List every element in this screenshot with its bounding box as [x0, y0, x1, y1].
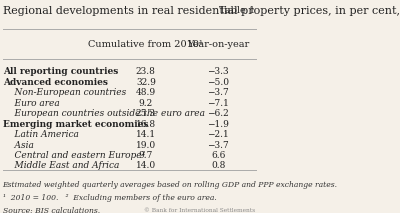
- Text: Source: BIS calculations.: Source: BIS calculations.: [2, 207, 100, 213]
- Text: −2.1: −2.1: [207, 130, 229, 139]
- Text: Advanced economies: Advanced economies: [2, 78, 108, 87]
- Text: −3.7: −3.7: [207, 141, 229, 150]
- Text: Emerging market economies: Emerging market economies: [2, 119, 148, 129]
- Text: 9.2: 9.2: [139, 99, 153, 108]
- Text: 9.7: 9.7: [139, 151, 153, 160]
- Text: All reporting countries: All reporting countries: [2, 67, 118, 76]
- Text: 23.8: 23.8: [136, 67, 156, 76]
- Text: 25.3: 25.3: [136, 109, 156, 118]
- Text: 14.1: 14.1: [136, 130, 156, 139]
- Text: European countries outside the euro area: European countries outside the euro area: [2, 109, 204, 118]
- Text: Regional developments in real residential property prices, in per cent, Q1 2023: Regional developments in real residentia…: [2, 6, 400, 16]
- Text: 0.8: 0.8: [211, 161, 225, 170]
- Text: −6.2: −6.2: [207, 109, 229, 118]
- Text: −3.3: −3.3: [207, 67, 229, 76]
- Text: Estimated weighted quarterly averages based on rolling GDP and PPP exchange rate: Estimated weighted quarterly averages ba…: [2, 181, 338, 189]
- Text: Cumulative from 2010¹: Cumulative from 2010¹: [88, 40, 203, 49]
- Text: Non-European countries: Non-European countries: [2, 88, 126, 97]
- Text: −1.9: −1.9: [207, 119, 229, 129]
- Text: 16.8: 16.8: [136, 119, 156, 129]
- Text: Latin America: Latin America: [2, 130, 78, 139]
- Text: 14.0: 14.0: [136, 161, 156, 170]
- Text: −7.1: −7.1: [207, 99, 229, 108]
- Text: Year-on-year: Year-on-year: [187, 40, 249, 49]
- Text: Central and eastern Europe²: Central and eastern Europe²: [2, 151, 145, 160]
- Text: Asia: Asia: [2, 141, 34, 150]
- Text: ¹  2010 = 100.   ²  Excluding members of the euro area.: ¹ 2010 = 100. ² Excluding members of the…: [2, 194, 216, 202]
- Text: Table 1: Table 1: [220, 6, 256, 15]
- Text: Middle East and Africa: Middle East and Africa: [2, 161, 119, 170]
- Text: −5.0: −5.0: [207, 78, 229, 87]
- Text: Euro area: Euro area: [2, 99, 59, 108]
- Text: 48.9: 48.9: [136, 88, 156, 97]
- Text: © Bank for International Settlements: © Bank for International Settlements: [144, 209, 256, 213]
- Text: 19.0: 19.0: [136, 141, 156, 150]
- Text: −3.7: −3.7: [207, 88, 229, 97]
- Text: 6.6: 6.6: [211, 151, 225, 160]
- Text: 32.9: 32.9: [136, 78, 156, 87]
